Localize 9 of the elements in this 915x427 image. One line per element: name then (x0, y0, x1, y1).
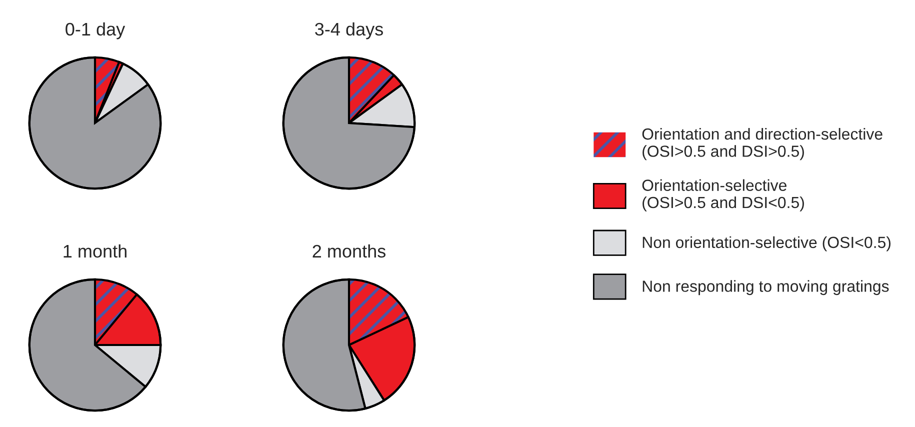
legend-label: Orientation-selective (OSI>0.5 and DSI<0.5) (642, 179, 804, 212)
chart-title: 1 month (64, 244, 126, 258)
legend-label: Orientation and direction-selective (OSI>0.5 and DSI>0.5) (642, 128, 882, 160)
pie-slice (349, 279, 408, 345)
chart-title: 2 months (312, 244, 386, 258)
chart-title: 0-1 day (66, 22, 126, 40)
chart-title: 3-4 days (315, 22, 383, 40)
legend-label: Non orientation-selective (OSI<0.5) (642, 236, 890, 252)
legend-label: Non responding to moving gratings (642, 280, 889, 296)
